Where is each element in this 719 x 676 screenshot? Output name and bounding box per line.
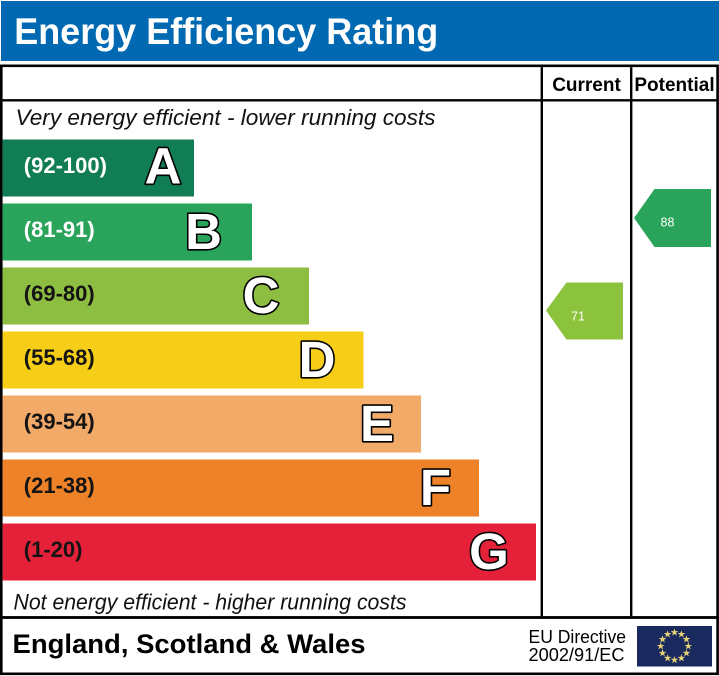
svg-text:(81-91): (81-91) <box>24 217 95 242</box>
svg-text:Potential: Potential <box>634 75 714 96</box>
svg-text:(92-100): (92-100) <box>24 153 107 178</box>
svg-text:B: B <box>185 203 222 260</box>
svg-text:Not energy efficient - higher: Not energy efficient - higher running co… <box>14 590 407 615</box>
svg-text:(21-38): (21-38) <box>24 473 95 498</box>
svg-text:A: A <box>145 138 182 195</box>
svg-text:(1-20): (1-20) <box>24 537 83 562</box>
svg-text:(69-80): (69-80) <box>24 281 95 306</box>
svg-text:88: 88 <box>661 216 675 230</box>
svg-text:Energy Efficiency Rating: Energy Efficiency Rating <box>14 11 438 52</box>
svg-text:Current: Current <box>552 75 621 96</box>
svg-text:Very energy efficient - lower: Very energy efficient - lower running co… <box>16 105 436 130</box>
svg-text:71: 71 <box>571 309 585 323</box>
svg-text:D: D <box>299 331 336 388</box>
svg-text:2002/91/EC: 2002/91/EC <box>529 645 625 665</box>
svg-text:(55-68): (55-68) <box>24 345 95 370</box>
svg-text:England, Scotland & Wales: England, Scotland & Wales <box>13 629 366 659</box>
svg-text:(39-54): (39-54) <box>24 409 95 434</box>
svg-text:F: F <box>420 459 451 516</box>
svg-text:E: E <box>360 395 394 452</box>
svg-text:EU Directive: EU Directive <box>529 627 627 647</box>
svg-text:G: G <box>469 523 509 580</box>
svg-text:C: C <box>243 267 280 324</box>
